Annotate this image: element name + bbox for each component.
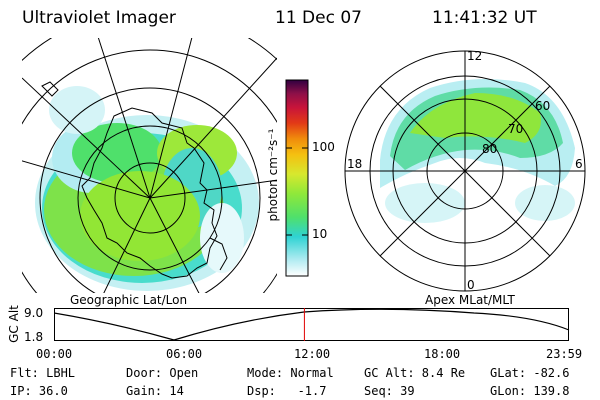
- mlat-label-70: 70: [508, 122, 523, 136]
- mlt-label-18: 18: [347, 157, 362, 171]
- mlat-label-80: 80: [482, 142, 497, 156]
- timeline-x-tick-4: 23:59: [546, 347, 583, 361]
- colorbar-unit-label: photon cm⁻²s⁻¹: [266, 128, 280, 222]
- gc-alt-info: GC Alt: 8.4 Re: [364, 366, 466, 380]
- mode-info: Mode: Normal: [247, 366, 334, 380]
- colorbar-tick-100: 100: [312, 140, 335, 154]
- apex-polar-plot: 12 18 6 0 80 70 60: [344, 49, 586, 292]
- dsp-info: Dsp: -1.7: [247, 384, 327, 398]
- seq-info: Seq: 39: [364, 384, 415, 398]
- mlt-label-0: 0: [467, 278, 475, 292]
- timeline-x-tick-3: 18:00: [424, 347, 461, 361]
- coastline: [81, 107, 218, 279]
- apex-grid: [344, 50, 586, 292]
- altitude-timeline: [54, 308, 570, 341]
- timeline-y-tick-bottom: 1.8: [24, 330, 44, 344]
- instrument-title: Ultraviolet Imager: [22, 8, 176, 28]
- colorbar-tick-10: 10: [312, 227, 328, 241]
- geographic-polar-plot: [22, 38, 277, 293]
- date-label: 11 Dec 07: [275, 8, 362, 28]
- ip-info: IP: 36.0: [10, 384, 68, 398]
- longitude-lines: [22, 38, 277, 293]
- timeline-x-tick-1: 06:00: [166, 347, 203, 361]
- geographic-caption: Geographic Lat/Lon: [70, 293, 188, 307]
- mlt-label-12: 12: [467, 49, 482, 63]
- filter-info: Flt: LBHL: [10, 366, 76, 380]
- gain-info: Gain: 14: [126, 384, 184, 398]
- latitude-circles: [22, 38, 277, 293]
- time-label: 11:41:32 UT: [432, 8, 537, 28]
- glon-info: GLon: 139.8: [490, 384, 570, 398]
- timeline-x-tick-0: 00:00: [36, 347, 73, 361]
- apex-caption: Apex MLat/MLT: [425, 293, 515, 307]
- timeline-y-label: GC Alt: [7, 305, 21, 343]
- colorbar: [285, 79, 309, 277]
- timeline-y-tick-top: 9.0: [24, 306, 44, 320]
- timeline-x-tick-2: 12:00: [294, 347, 331, 361]
- door-info: Door: Open: [126, 366, 199, 380]
- mlt-label-6: 6: [575, 157, 583, 171]
- glat-info: GLat: -82.6: [490, 366, 570, 380]
- aurora-emission-apex: [380, 79, 575, 223]
- mlat-label-60: 60: [535, 99, 550, 113]
